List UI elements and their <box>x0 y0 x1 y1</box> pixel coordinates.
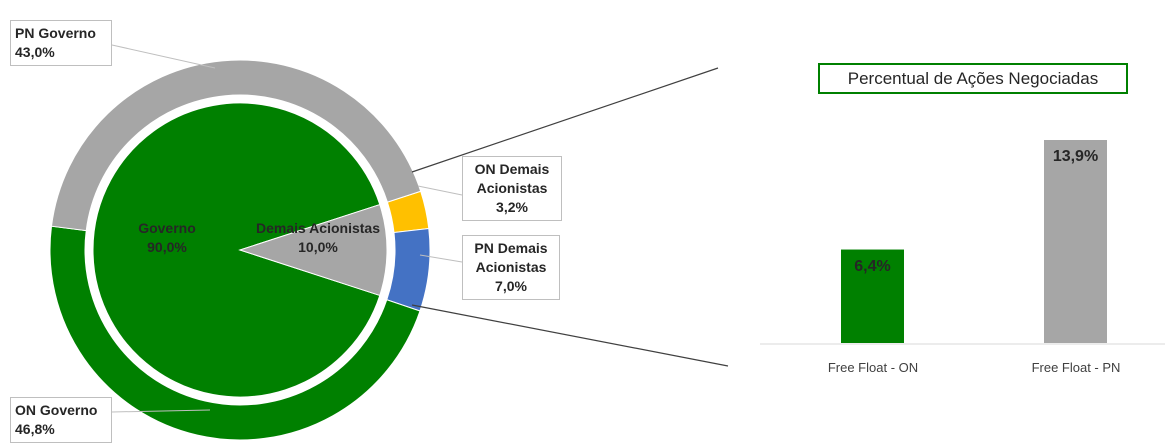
label-value: 46,8% <box>15 421 55 437</box>
label-name: PN Governo <box>15 25 96 41</box>
pie-slice <box>238 203 388 297</box>
zoom-line <box>411 304 729 367</box>
leader-line <box>111 409 211 413</box>
zoom-line <box>411 67 719 173</box>
label-name: Demais Acionistas <box>256 220 380 236</box>
pie-slice <box>92 102 381 398</box>
label-name: Governo <box>138 220 196 236</box>
chart-title: Percentual de Ações Negociadas <box>818 63 1128 94</box>
data-label: Governo 90,0% <box>117 219 217 257</box>
donut-segment <box>50 59 422 232</box>
data-label: PN Governo 43,0% <box>10 20 112 66</box>
label-value: 3,2% <box>496 199 528 215</box>
label-name: PN Demais Acionistas <box>474 240 548 275</box>
label-value: 7,0% <box>495 278 527 294</box>
bar-value-label: 13,9% <box>1052 148 1099 165</box>
data-label: PN Demais Acionistas 7,0% <box>462 235 560 300</box>
data-label: ON Demais Acionistas 3,2% <box>462 156 562 221</box>
leader-line <box>111 44 216 69</box>
x-tick-label: Free Float - ON <box>827 360 919 375</box>
bar-value-label: 6,4% <box>854 257 891 275</box>
data-label: Demais Acionistas 10,0% <box>238 219 398 257</box>
bar <box>1044 140 1107 343</box>
label-value: 90,0% <box>147 239 187 255</box>
leader-line <box>417 185 463 196</box>
x-tick-label: Free Float - PN <box>1031 360 1121 375</box>
label-name: ON Governo <box>15 402 98 418</box>
label-value: 43,0% <box>15 44 55 60</box>
label-name: ON Demais Acionistas <box>474 161 550 196</box>
bar <box>841 249 904 343</box>
label-value: 10,0% <box>298 239 338 255</box>
data-label: ON Governo 46,8% <box>10 397 112 443</box>
leader-line <box>419 254 463 263</box>
donut-segment <box>49 225 421 441</box>
